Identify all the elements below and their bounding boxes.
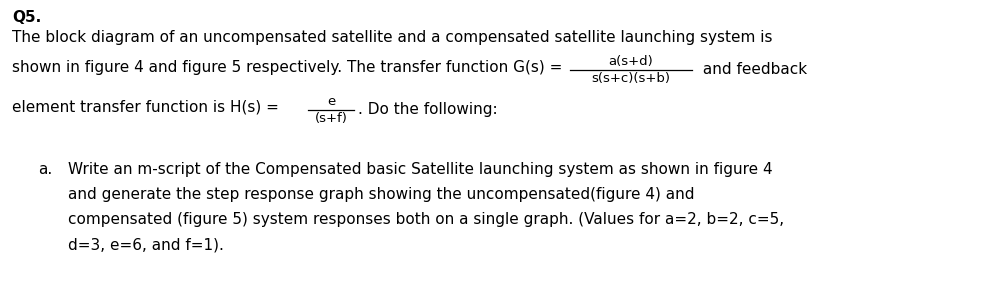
Text: shown in figure 4 and figure 5 respectively. The transfer function G(s) =: shown in figure 4 and figure 5 respectiv… [12, 60, 568, 75]
Text: element transfer function is H(s) =: element transfer function is H(s) = [12, 100, 283, 115]
Text: s(s+c)(s+b): s(s+c)(s+b) [592, 72, 670, 85]
Text: . Do the following:: . Do the following: [358, 102, 498, 117]
Text: Q5.: Q5. [12, 10, 41, 25]
Text: a(s+d): a(s+d) [609, 55, 653, 68]
Text: (s+f): (s+f) [314, 112, 348, 125]
Text: The block diagram of an uncompensated satellite and a compensated satellite laun: The block diagram of an uncompensated sa… [12, 30, 772, 45]
Text: d=3, e=6, and f=1).: d=3, e=6, and f=1). [68, 237, 224, 252]
Text: and generate the step response graph showing the uncompensated(figure 4) and: and generate the step response graph sho… [68, 187, 695, 202]
Text: e: e [327, 95, 335, 108]
Text: Write an m-script of the Compensated basic Satellite launching system as shown i: Write an m-script of the Compensated bas… [68, 162, 772, 177]
Text: a.: a. [38, 162, 52, 177]
Text: and feedback: and feedback [698, 62, 807, 77]
Text: compensated (figure 5) system responses both on a single graph. (Values for a=2,: compensated (figure 5) system responses … [68, 212, 784, 227]
